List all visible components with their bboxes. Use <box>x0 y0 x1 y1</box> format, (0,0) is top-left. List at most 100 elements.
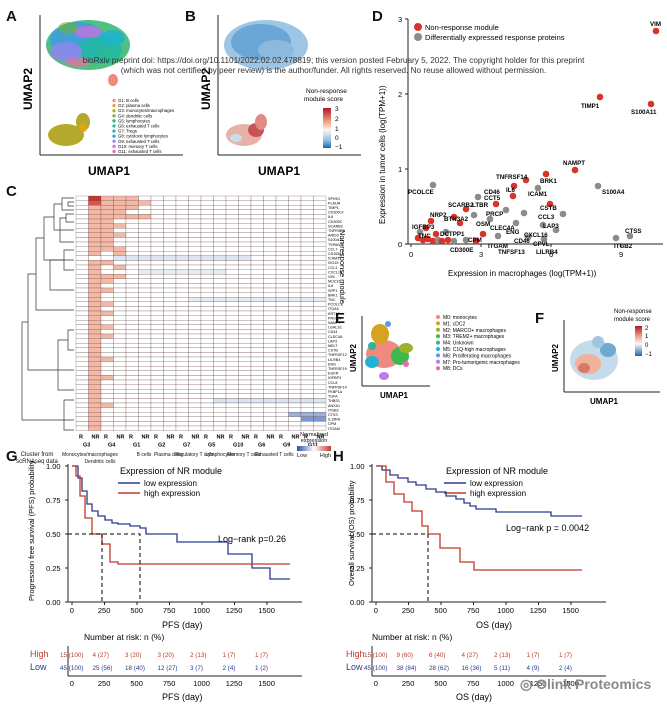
heatmap-cell <box>175 287 189 293</box>
heatmap-cell <box>188 283 202 289</box>
heatmap-cell <box>275 421 289 427</box>
heatmap-cell <box>200 320 214 325</box>
heatmap-cell <box>138 389 152 394</box>
heatmap-cell <box>225 329 239 335</box>
heatmap-cell <box>225 255 239 261</box>
heatmap-cell <box>300 393 314 399</box>
heatmap-cell <box>100 223 114 229</box>
heatmap-cell <box>88 237 102 243</box>
panel-d-x-ticks: 0 3 6 9 <box>409 244 623 259</box>
heatmap-cell <box>125 366 139 371</box>
heatmap-gene-label: CD163L1 <box>328 252 344 256</box>
heatmap-cell <box>113 412 127 417</box>
heatmap-cell <box>250 246 264 252</box>
heatmap-cell <box>300 255 314 261</box>
heatmap-cell <box>150 402 164 408</box>
heatmap-cell <box>138 338 152 344</box>
panel-a-legend-item: G2: plasma cells <box>118 103 150 108</box>
heatmap-cell <box>313 246 327 252</box>
heatmap-cell <box>113 214 127 220</box>
heatmap-cell <box>213 389 227 394</box>
heatmap-cell <box>100 324 114 330</box>
heatmap-cell <box>138 324 152 330</box>
heatmap-cell <box>250 338 264 344</box>
heatmap-gene-label: BRK1 <box>328 293 338 297</box>
panel-c-legend-title-2: expression <box>300 438 328 444</box>
heatmap-cell <box>100 375 114 381</box>
heatmap-cell <box>238 214 252 220</box>
heatmap-cell <box>150 214 164 220</box>
panel-g-risk-high-label: High <box>30 649 49 659</box>
heatmap-cell <box>263 393 277 399</box>
heatmap-cell <box>75 412 89 417</box>
panel-d-ylabel: Expression in tumor cells (log(TPM+1)) <box>378 85 387 224</box>
heatmap-cell <box>288 356 302 362</box>
panel-a-legend-item: G9: exhausted T cells <box>118 139 159 144</box>
heatmap-col-sub-label: R <box>254 435 258 441</box>
panel-g-km-plot: Expression of NR module low expression h… <box>27 460 302 630</box>
heatmap-cell <box>138 361 152 367</box>
heatmap-cell <box>213 416 227 422</box>
heatmap-cell <box>100 393 114 399</box>
panel-g-median-lines <box>68 533 141 602</box>
heatmap-cell <box>88 421 102 427</box>
heatmap-cell <box>238 237 252 243</box>
heatmap-cell <box>250 352 264 358</box>
heatmap-cell <box>138 195 152 201</box>
heatmap-cell <box>113 398 127 404</box>
panel-e-legend-marker <box>436 353 440 358</box>
heatmap-cell <box>275 366 289 371</box>
heatmap-cell <box>238 246 252 252</box>
heatmap-cell <box>188 214 202 220</box>
heatmap-gene-label: ICAM1 <box>328 257 339 261</box>
heatmap-cell <box>263 347 277 353</box>
heatmap-cell <box>263 232 277 238</box>
heatmap-cell <box>138 310 152 316</box>
heatmap-cell <box>300 366 314 371</box>
heatmap-cell <box>263 310 277 316</box>
heatmap-cell <box>313 366 327 371</box>
heatmap-cell <box>75 218 89 224</box>
heatmap-cell <box>238 315 252 321</box>
svg-text:CLEC4A: CLEC4A <box>490 225 515 232</box>
heatmap-cell <box>75 421 89 427</box>
heatmap-group-label: Monocytes/macrophages <box>62 452 118 458</box>
heatmap-cell <box>138 218 152 224</box>
heatmap-cell <box>75 223 89 229</box>
panel-c-legend-bar <box>297 446 331 451</box>
heatmap-cell <box>125 246 139 252</box>
heatmap-cell <box>213 315 227 321</box>
heatmap-col-group-label: G6 <box>258 443 265 449</box>
heatmap-cell <box>163 246 177 252</box>
heatmap-cell <box>113 255 127 261</box>
heatmap-cell <box>313 218 327 224</box>
heatmap-cell <box>313 416 327 422</box>
heatmap-cell <box>88 301 102 307</box>
panel-g-x-tick: 250 <box>98 606 111 615</box>
panel-b-tick-1: 1 <box>335 126 339 133</box>
heatmap-cell <box>288 260 302 266</box>
heatmap-cell <box>250 255 264 261</box>
panel-h-risk-value: 16 (36) <box>462 665 482 672</box>
heatmap-cell <box>238 407 252 413</box>
heatmap-cell <box>75 393 89 399</box>
heatmap-cell <box>100 310 114 316</box>
panel-b-tick-2: 2 <box>335 116 339 123</box>
heatmap-cell <box>125 274 139 279</box>
panel-h-ylabel: Overall survival (OS) probability <box>347 480 356 586</box>
heatmap-cell <box>125 329 139 335</box>
heatmap-cell <box>125 237 139 243</box>
heatmap-cell <box>150 343 164 348</box>
heatmap-cell <box>125 425 139 431</box>
panel-h-km-plot: Expression of NR module low expression h… <box>347 462 606 630</box>
heatmap-cell <box>100 218 114 224</box>
heatmap-cell <box>163 297 177 302</box>
heatmap-cell <box>113 232 127 238</box>
panel-g-risk-x-tick: 250 <box>98 679 111 688</box>
heatmap-cell <box>88 255 102 261</box>
heatmap-gene-label: CD44 <box>328 330 337 334</box>
panel-e-legend-marker <box>436 359 440 364</box>
heatmap-cell <box>163 255 177 261</box>
heatmap-cell <box>75 269 89 275</box>
